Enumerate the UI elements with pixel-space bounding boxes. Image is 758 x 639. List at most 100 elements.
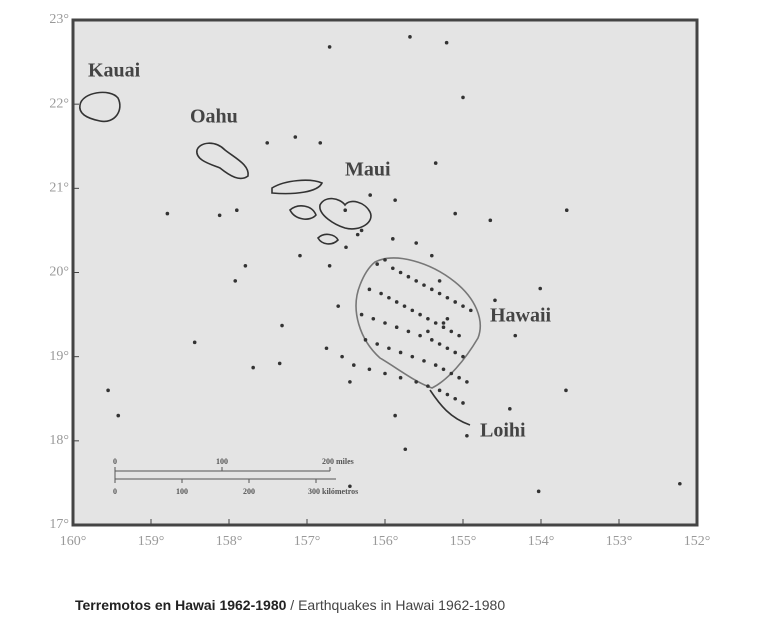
earthquake bbox=[375, 342, 380, 346]
earthquake bbox=[414, 241, 419, 245]
island-label: Oahu bbox=[190, 106, 238, 128]
scale-label: 200 bbox=[243, 487, 255, 496]
caption-english: / Earthquakes in Hawai 1962-1980 bbox=[290, 597, 505, 613]
scale-label: 300 kilómetros bbox=[308, 487, 358, 496]
earthquake bbox=[422, 359, 426, 363]
earthquake bbox=[391, 237, 395, 241]
earthquake bbox=[348, 484, 352, 489]
earthquake bbox=[293, 135, 298, 139]
earthquake bbox=[336, 304, 341, 308]
earthquake bbox=[453, 396, 458, 401]
earthquake bbox=[327, 263, 332, 268]
earthquake bbox=[383, 321, 387, 325]
earthquake bbox=[217, 213, 222, 218]
earthquake bbox=[324, 346, 329, 351]
earthquake bbox=[243, 263, 248, 268]
earthquake bbox=[430, 338, 434, 342]
earthquake bbox=[343, 208, 348, 213]
caption-spanish: Terremotos en Hawai 1962-1980 bbox=[75, 597, 287, 613]
earthquake bbox=[406, 274, 411, 279]
earthquake bbox=[192, 340, 197, 345]
earthquake bbox=[433, 321, 438, 325]
x-tick-label: 152° bbox=[684, 534, 711, 549]
scale-label: 100 bbox=[216, 457, 228, 466]
earthquake bbox=[441, 325, 446, 330]
earthquake bbox=[678, 481, 682, 486]
earthquake bbox=[437, 291, 442, 296]
earthquake bbox=[402, 304, 407, 308]
earthquake bbox=[348, 380, 352, 384]
earthquake bbox=[165, 211, 170, 216]
earthquake bbox=[410, 354, 415, 359]
earthquake bbox=[265, 141, 270, 145]
earthquake bbox=[106, 388, 110, 393]
earthquake bbox=[398, 350, 403, 355]
earthquake bbox=[398, 375, 403, 380]
earthquake bbox=[437, 388, 442, 393]
earthquake bbox=[453, 300, 458, 304]
earthquake bbox=[461, 304, 465, 308]
earthquake bbox=[426, 316, 430, 321]
earthquake bbox=[488, 218, 493, 223]
earthquake bbox=[298, 253, 302, 258]
earthquake bbox=[426, 384, 430, 388]
island-label: Loihi bbox=[480, 420, 526, 442]
earthquake bbox=[445, 392, 450, 397]
earthquake bbox=[441, 321, 446, 325]
x-tick-label: 154° bbox=[528, 534, 555, 549]
earthquake bbox=[355, 232, 360, 237]
island-label: Kauai bbox=[88, 60, 141, 82]
earthquake bbox=[422, 283, 426, 287]
earthquake bbox=[418, 333, 422, 338]
earthquake bbox=[430, 287, 434, 292]
earthquake bbox=[327, 45, 332, 49]
earthquake bbox=[444, 40, 449, 45]
earthquake bbox=[433, 363, 438, 367]
earthquake bbox=[564, 388, 568, 393]
y-tick-label: 17° bbox=[49, 517, 69, 532]
map-frame bbox=[71, 18, 699, 527]
earthquake bbox=[414, 279, 419, 283]
earthquake bbox=[449, 329, 454, 334]
earthquake bbox=[387, 295, 391, 300]
earthquake bbox=[453, 350, 458, 355]
x-tick-label: 159° bbox=[138, 534, 165, 549]
x-tick-label: 153° bbox=[606, 534, 633, 549]
earthquake bbox=[457, 375, 461, 380]
earthquake bbox=[465, 380, 469, 384]
earthquake bbox=[116, 413, 121, 418]
scale-label: 0 bbox=[113, 487, 117, 496]
x-tick-label: 158° bbox=[216, 534, 243, 549]
y-tick-label: 22° bbox=[49, 96, 69, 111]
earthquake bbox=[426, 329, 430, 334]
earthquake bbox=[375, 262, 380, 266]
scale-label: 100 bbox=[176, 487, 188, 496]
earthquake bbox=[508, 407, 512, 411]
earthquake bbox=[465, 433, 469, 438]
earthquake bbox=[368, 193, 372, 197]
earthquake bbox=[513, 333, 518, 338]
x-tick-label: 157° bbox=[294, 534, 321, 549]
y-tick-label: 21° bbox=[49, 181, 69, 196]
earthquake bbox=[433, 161, 438, 165]
earthquake bbox=[391, 266, 395, 271]
earthquake bbox=[233, 279, 238, 283]
earthquake bbox=[371, 316, 376, 321]
y-tick-label: 19° bbox=[49, 349, 69, 364]
earthquake bbox=[277, 361, 282, 366]
earthquake bbox=[457, 333, 461, 338]
earthquake bbox=[383, 258, 387, 262]
earthquake bbox=[449, 371, 454, 376]
earthquake bbox=[394, 300, 399, 304]
scale-label: 0 bbox=[113, 457, 117, 466]
earthquake bbox=[318, 141, 323, 145]
earthquake bbox=[383, 371, 387, 376]
x-tick-label: 160° bbox=[60, 534, 87, 549]
x-tick-label: 155° bbox=[450, 534, 477, 549]
earthquake bbox=[406, 329, 411, 334]
earthquake bbox=[251, 365, 255, 370]
earthquake bbox=[430, 253, 434, 258]
y-tick-label: 23° bbox=[49, 12, 69, 27]
earthquake bbox=[394, 325, 399, 330]
